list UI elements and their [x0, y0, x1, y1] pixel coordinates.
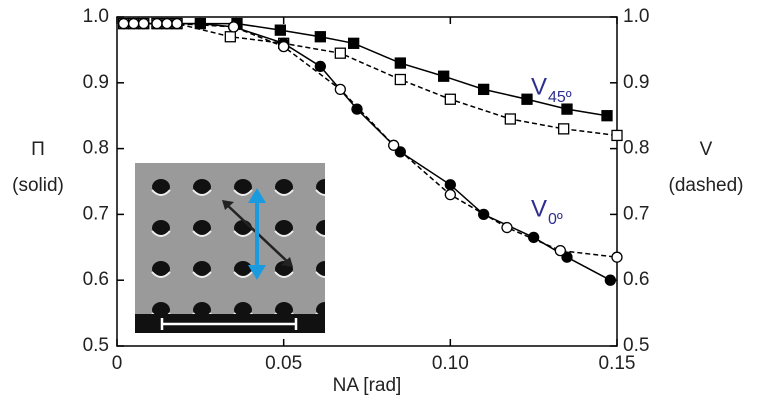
inset-image — [135, 163, 325, 333]
y2-axis-label: (dashed) — [669, 175, 744, 196]
marker — [612, 252, 622, 262]
marker — [602, 111, 612, 121]
marker — [279, 42, 289, 52]
marker — [119, 19, 129, 29]
marker — [555, 246, 565, 256]
y2-tick-label: 1.0 — [623, 6, 649, 27]
marker — [439, 71, 449, 81]
marker — [275, 25, 285, 35]
marker — [162, 19, 172, 29]
marker — [349, 38, 359, 48]
y-tick-label: 1.0 — [83, 6, 109, 27]
marker — [445, 94, 455, 104]
marker — [395, 58, 405, 68]
y2-tick-label: 0.7 — [623, 203, 649, 224]
marker — [335, 48, 345, 58]
annotation: V — [531, 73, 547, 100]
marker — [335, 84, 345, 94]
y-axis-label: Π — [31, 139, 45, 160]
marker — [445, 190, 455, 200]
marker — [152, 19, 162, 29]
y2-axis-label: V — [700, 139, 713, 160]
marker — [529, 232, 539, 242]
annotation-sub: 45º — [548, 89, 572, 106]
x-axis-label: NA [rad] — [333, 375, 402, 396]
marker — [229, 22, 239, 32]
marker — [445, 180, 455, 190]
marker — [395, 75, 405, 85]
marker — [172, 19, 182, 29]
x-tick-label: 0.10 — [432, 353, 469, 374]
y-tick-label: 0.8 — [83, 138, 109, 159]
series-line — [124, 24, 607, 116]
marker — [505, 114, 515, 124]
y-tick-label: 0.6 — [83, 269, 109, 290]
marker — [225, 32, 235, 42]
y2-tick-label: 0.5 — [623, 335, 649, 356]
marker — [129, 19, 139, 29]
annotation: V — [531, 195, 547, 222]
marker — [612, 130, 622, 140]
y-axis-label: (solid) — [12, 175, 64, 196]
y-tick-label: 0.5 — [83, 335, 109, 356]
y2-tick-label: 0.6 — [623, 269, 649, 290]
x-tick-label: 0 — [112, 353, 123, 374]
marker — [605, 275, 615, 285]
y2-tick-label: 0.9 — [623, 72, 649, 93]
y-tick-label: 0.7 — [83, 203, 109, 224]
marker — [559, 124, 569, 134]
marker — [352, 104, 362, 114]
annotation-sub: 0º — [548, 211, 563, 228]
y-tick-label: 0.9 — [83, 72, 109, 93]
marker — [195, 19, 205, 29]
marker — [315, 32, 325, 42]
chart: NA [rad] Π (solid) V (dashed) 0 0.05 0.10 0… — [0, 0, 757, 402]
marker — [389, 140, 399, 150]
marker — [479, 84, 489, 94]
marker — [502, 223, 512, 233]
marker — [139, 19, 149, 29]
marker — [315, 61, 325, 71]
y2-tick-label: 0.8 — [623, 138, 649, 159]
x-tick-label: 0.15 — [599, 353, 636, 374]
x-tick-label: 0.05 — [265, 353, 302, 374]
